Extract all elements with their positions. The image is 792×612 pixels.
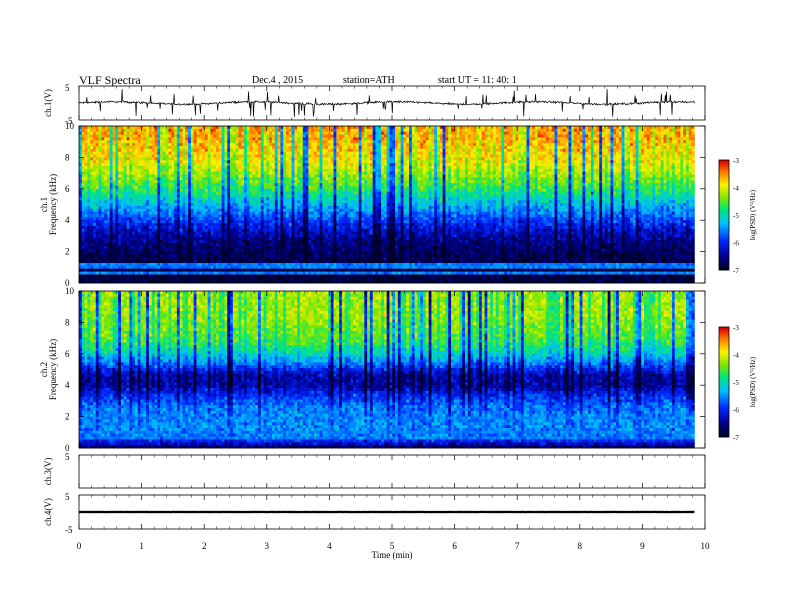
ch1-spectrogram-ytick-label: 8 [65,152,70,162]
ch1-spectrogram-colorbar-tick: -7 [733,267,739,275]
x-tick-label: 2 [202,541,207,551]
ch1-spectrogram-ytick-label: 6 [65,184,70,194]
ch1-spectrogram-colorbar-tick: -6 [733,240,739,248]
ch3-waveform-ytick-top: 5 [65,452,70,462]
x-tick-label: 4 [327,541,332,551]
ch2-spectrogram-cells [79,291,695,448]
ch2-spectrogram-colorbar [719,327,729,437]
ch2-spectrogram-ytick-label: 4 [65,380,70,390]
ch1-spectrogram-cells [79,126,695,283]
x-tick-label: 7 [515,541,520,551]
ch2-spectrogram-colorbar-tick: -5 [733,379,739,387]
ch1-waveform-ylabel: ch.1(V) [43,89,53,117]
ch3-waveform-ylabel: ch.3(V) [43,458,53,486]
ch2-spectrogram-colorbar-label: log(PSD) (V²/Hz) [749,356,757,407]
ch2-spectrogram-colorbar-tick: -3 [733,324,739,332]
ch1-spectrogram-colorbar-label: log(PSD) (V²/Hz) [749,189,757,240]
ch2-spectrogram-ytick-label: 8 [65,317,70,327]
ch1-spectrogram-colorbar [719,160,729,270]
ch1-waveform-trace [79,89,694,117]
ch1-spectrogram-colorbar-tick: -3 [733,157,739,165]
x-axis-label: Time (min) [372,550,413,560]
x-tick-label: 1 [139,541,144,551]
ch2-spectrogram-ytick-label: 10 [65,286,75,296]
x-tick-label: 3 [265,541,270,551]
ch4-waveform-ytick-top: 5 [65,492,70,502]
ch2-spectrogram-ytick-label: 2 [65,412,70,422]
ch4-waveform-ytick-bottom: -5 [65,525,73,535]
x-tick-label: 0 [77,541,82,551]
ch1-spectrogram-ylabel: Frequency (kHz) [48,174,58,235]
ch1-spectrogram-colorbar-tick: -5 [733,212,739,220]
ch1-spectrogram-ytick-label: 2 [65,247,70,257]
ch1-spectrogram-ytick-label: 4 [65,215,70,225]
vlf-figure: ch.1(V)5-50246810ch.1 Frequency (kHz)-3-4… [0,0,792,612]
ch1-spectrogram-ytick-label: 10 [65,121,75,131]
ch2-spectrogram-colorbar-tick: -6 [733,407,739,415]
ch1-spectrogram-colorbar-tick: -4 [733,185,739,193]
ch4-waveform-ylabel: ch.4(V) [43,498,53,526]
ch2-spectrogram-colorbar-tick: -7 [733,434,739,442]
ch2-spectrogram-ylabel: Frequency (kHz) [48,339,58,400]
x-tick-label: 6 [452,541,457,551]
ch1-waveform-ytick-top: 5 [65,83,70,93]
ch2-spectrogram-ytick-label: 6 [65,349,70,359]
x-tick-label: 9 [640,541,645,551]
x-tick-label: 10 [701,541,711,551]
x-tick-label: 8 [578,541,583,551]
ch2-spectrogram-colorbar-tick: -4 [733,352,739,360]
